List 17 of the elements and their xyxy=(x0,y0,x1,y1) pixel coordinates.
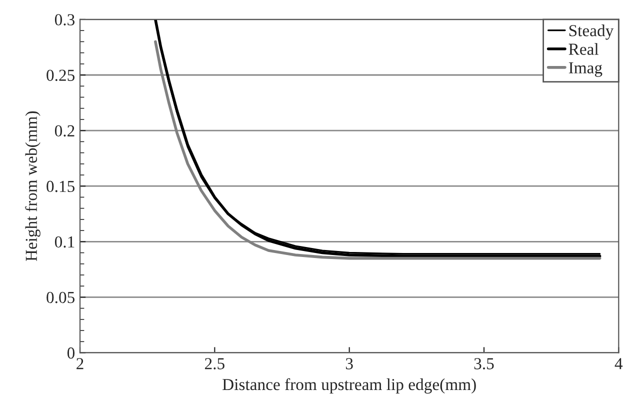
y-tick-label: 0.2 xyxy=(54,125,74,137)
y-axis-title: Height from web(mm) xyxy=(25,111,40,262)
y-tick-label: 0.1 xyxy=(54,236,74,248)
x-tick-label: 2 xyxy=(76,358,84,370)
x-tick-label: 2.5 xyxy=(204,358,224,370)
y-tick-label: 0.25 xyxy=(46,70,74,82)
legend-label: Imag xyxy=(568,62,602,77)
y-tick-label: 0.15 xyxy=(46,180,74,192)
y-tick-label: 0.3 xyxy=(54,14,74,26)
y-tick-label: 0.05 xyxy=(46,292,74,304)
x-axis-title: Distance from upstream lip edge(mm) xyxy=(222,378,476,394)
legend-label: Steady xyxy=(569,24,614,40)
x-tick-label: 4 xyxy=(614,358,623,370)
x-tick-label: 3 xyxy=(346,358,353,370)
y-tick-label: 0 xyxy=(67,347,75,359)
legend-label: Real xyxy=(568,43,599,55)
x-tick-label: 3.5 xyxy=(474,358,494,370)
